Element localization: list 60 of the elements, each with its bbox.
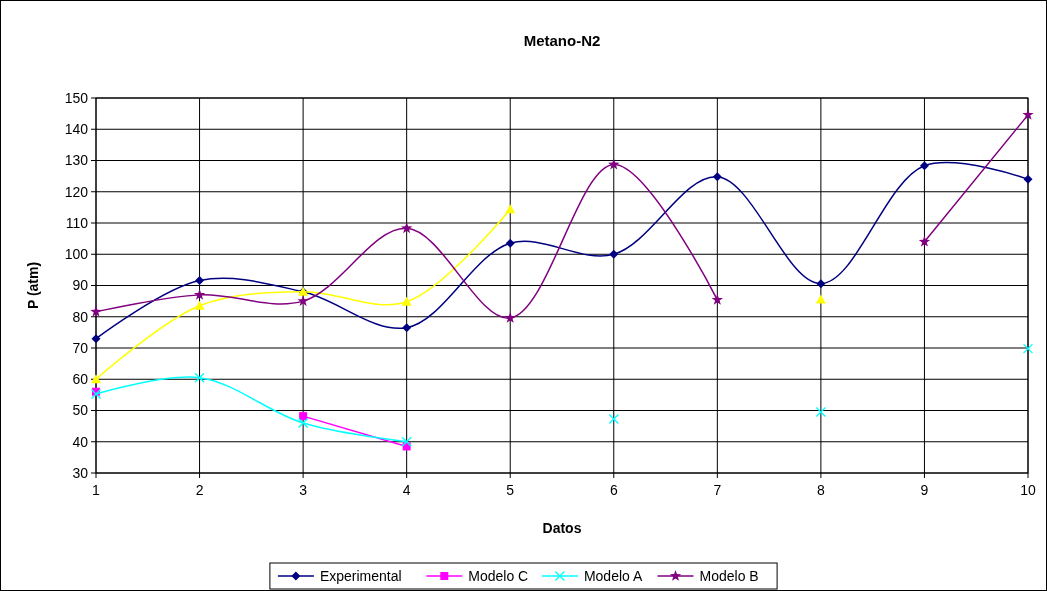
point (505, 238, 515, 248)
x-tick-label: 10 (1020, 482, 1036, 498)
x-tick-label: 4 (402, 482, 411, 498)
point (1022, 108, 1034, 120)
point (918, 235, 931, 247)
x-tick-label: 3 (299, 482, 308, 498)
point (401, 436, 412, 447)
y-tick-label: 140 (64, 121, 89, 138)
legend-label: Experimental (319, 567, 402, 584)
point (402, 323, 412, 333)
y-tick-label: 90 (72, 277, 89, 294)
point (90, 305, 102, 317)
y-tick-label: 150 (64, 89, 89, 106)
point (609, 249, 619, 259)
y-tick-label: 60 (72, 371, 89, 388)
point (712, 172, 722, 182)
chart-title: Metano-N2 (523, 32, 601, 49)
point (90, 388, 102, 400)
point (504, 312, 516, 323)
y-tick-label: 50 (72, 402, 89, 419)
point (711, 293, 724, 305)
y-tick-label: 100 (64, 246, 89, 263)
x-tick-label: 6 (609, 482, 618, 498)
point (919, 161, 929, 171)
point (194, 300, 205, 310)
point (608, 158, 620, 170)
y-tick-label: 110 (65, 214, 89, 231)
point (815, 294, 826, 304)
y-tick-label: 70 (72, 339, 89, 356)
point (608, 413, 619, 425)
x-tick-label: 1 (92, 482, 101, 498)
y-tick-label: 80 (72, 308, 89, 325)
point (297, 417, 309, 429)
y-tick-label: 130 (64, 152, 89, 169)
y-tick-label: 30 (72, 464, 89, 481)
x-tick-label: 7 (713, 482, 722, 498)
point (194, 372, 205, 383)
point (1023, 174, 1033, 184)
legend-label: Modelo C (468, 567, 529, 584)
point (91, 334, 101, 344)
point (195, 276, 205, 285)
point (815, 406, 827, 418)
point (400, 222, 413, 234)
x-tick-label: 9 (920, 482, 929, 498)
x-axis-title: Datos (542, 520, 582, 536)
point (816, 279, 826, 289)
x-tick-label: 8 (816, 482, 825, 498)
point (505, 204, 516, 214)
legend-label: Modelo A (583, 567, 643, 584)
y-tick-label: 40 (72, 433, 89, 450)
point (401, 296, 412, 306)
y-tick-label: 120 (64, 183, 89, 200)
point (299, 412, 308, 421)
x-tick-label: 2 (195, 482, 204, 498)
x-tick-label: 5 (506, 482, 515, 498)
legend-label: Modelo B (699, 567, 759, 584)
point (297, 295, 309, 306)
y-axis-title: P (atm) (25, 261, 41, 310)
point (1022, 343, 1034, 354)
point (193, 288, 206, 300)
